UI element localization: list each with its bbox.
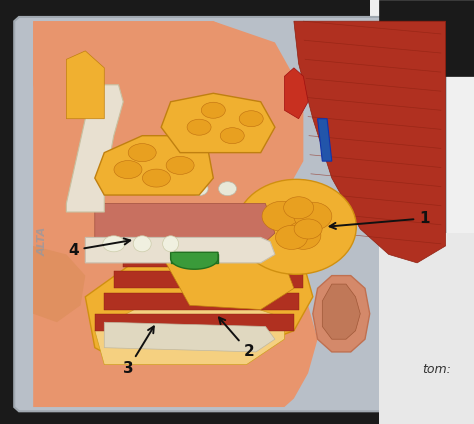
Ellipse shape <box>219 181 237 196</box>
Polygon shape <box>166 254 294 310</box>
Ellipse shape <box>187 119 211 135</box>
Ellipse shape <box>294 219 322 239</box>
Polygon shape <box>161 93 275 153</box>
Polygon shape <box>284 68 308 119</box>
Polygon shape <box>171 252 218 269</box>
Polygon shape <box>379 233 474 424</box>
Polygon shape <box>322 284 360 339</box>
Ellipse shape <box>220 128 244 144</box>
Ellipse shape <box>114 161 142 179</box>
Polygon shape <box>33 21 294 187</box>
Ellipse shape <box>294 202 332 230</box>
Ellipse shape <box>236 179 356 274</box>
Ellipse shape <box>201 102 225 118</box>
Ellipse shape <box>103 236 125 252</box>
Polygon shape <box>171 254 218 263</box>
Ellipse shape <box>283 197 314 219</box>
Ellipse shape <box>166 156 194 174</box>
Polygon shape <box>294 21 446 263</box>
Polygon shape <box>33 21 318 407</box>
Polygon shape <box>114 271 303 288</box>
Polygon shape <box>313 276 370 352</box>
Polygon shape <box>33 246 85 322</box>
Ellipse shape <box>239 111 263 127</box>
Polygon shape <box>66 51 104 119</box>
Polygon shape <box>95 136 213 195</box>
Ellipse shape <box>128 144 156 162</box>
Ellipse shape <box>190 181 208 196</box>
Ellipse shape <box>133 236 151 252</box>
Polygon shape <box>95 204 275 246</box>
Ellipse shape <box>262 201 302 231</box>
Text: tom:: tom: <box>422 363 451 376</box>
Polygon shape <box>123 250 308 267</box>
Polygon shape <box>379 0 474 76</box>
Polygon shape <box>104 293 299 310</box>
Ellipse shape <box>142 169 171 187</box>
Polygon shape <box>95 305 284 365</box>
Polygon shape <box>318 119 332 161</box>
Text: 3: 3 <box>123 326 154 377</box>
Text: ALTA: ALTA <box>38 227 48 257</box>
Ellipse shape <box>275 226 308 249</box>
Polygon shape <box>85 237 275 263</box>
Ellipse shape <box>163 236 179 252</box>
Ellipse shape <box>286 221 321 249</box>
Text: 4: 4 <box>68 238 130 258</box>
Text: 2: 2 <box>219 318 254 360</box>
Polygon shape <box>104 322 275 352</box>
Polygon shape <box>95 314 294 331</box>
Text: 1: 1 <box>329 211 429 229</box>
Polygon shape <box>66 85 123 212</box>
Polygon shape <box>14 17 446 411</box>
Polygon shape <box>85 242 313 360</box>
